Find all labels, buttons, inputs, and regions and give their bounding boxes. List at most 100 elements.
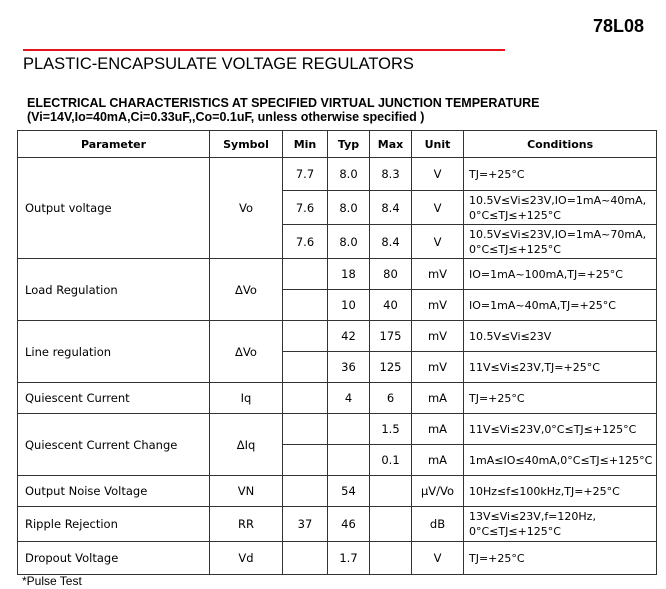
min-cell: 7.6 — [282, 224, 328, 259]
conditions-cell: TJ=+25°C — [462, 157, 658, 191]
max-cell: 125 — [369, 351, 412, 383]
column-header: Max — [369, 130, 412, 158]
max-cell: 6 — [369, 382, 412, 414]
max-cell — [369, 541, 412, 575]
unit-cell: mV — [411, 320, 464, 352]
parameter-cell: Dropout Voltage — [17, 541, 210, 575]
header-divider — [23, 49, 505, 51]
conditions-cell: TJ=+25°C — [462, 382, 658, 414]
typ-cell: 10 — [327, 289, 370, 321]
unit-cell: μV/Vo — [411, 475, 464, 507]
parameter-cell: Quiescent Current Change — [17, 413, 210, 476]
min-cell — [282, 289, 328, 321]
unit-cell: mA — [411, 444, 464, 476]
max-cell: 0.1 — [369, 444, 412, 476]
unit-cell: dB — [411, 506, 464, 542]
unit-cell: mV — [411, 289, 464, 321]
conditions-cell: 11V≤Vi≤23V,0°C≤TJ≤+125°C — [462, 413, 658, 445]
table-row: 36 125 mV 11V≤Vi≤23V,TJ=+25°C — [18, 351, 658, 383]
max-cell: 8.4 — [369, 190, 412, 225]
column-header: Unit — [411, 130, 464, 158]
table-row: 7.6 8.0 8.4 V 10.5V≤Vi≤23V,IO=1mA~70mA, 0°C≤… — [18, 224, 658, 259]
min-cell — [282, 413, 328, 445]
conditions-cell: TJ=+25°C — [462, 541, 658, 575]
min-cell: 7.7 — [282, 157, 328, 191]
table-row: 10 40 mV IO=1mA~40mA,TJ=+25°C — [18, 289, 658, 321]
conditions-cell: IO=1mA~40mA,TJ=+25°C — [462, 289, 658, 321]
column-header: Typ — [327, 130, 370, 158]
symbol-cell: RR — [209, 506, 283, 542]
typ-cell: 8.0 — [327, 190, 370, 225]
conditions-cell: 10.5V≤Vi≤23V,IO=1mA~40mA, 0°C≤TJ≤+125°C — [462, 190, 658, 225]
max-cell — [369, 475, 412, 507]
unit-cell: V — [411, 224, 464, 259]
max-cell: 8.3 — [369, 157, 412, 191]
table-row: Load Regulation ΔVo 18 80 mV IO=1mA~100mA,TJ=… — [17, 258, 658, 321]
symbol-cell: ΔVo — [209, 258, 283, 321]
table-row: Quiescent Current Change ΔIq 1.5 mA 11V≤Vi≤2… — [17, 413, 658, 476]
column-header: Min — [282, 130, 328, 158]
unit-cell: mA — [411, 413, 464, 445]
parameter-cell: Quiescent Current — [17, 382, 210, 414]
parameter-cell: Line regulation — [17, 320, 210, 383]
max-cell: 40 — [369, 289, 412, 321]
section-subheading: (Vi=14V,Io=40mA,Ci=0.33uF,,Co=0.1uF, unl… — [27, 110, 425, 124]
typ-cell: 8.0 — [327, 157, 370, 191]
unit-cell: V — [411, 541, 464, 575]
parameter-cell: Output Noise Voltage — [17, 475, 210, 507]
typ-cell: 18 — [327, 258, 370, 290]
typ-cell: 4 — [327, 382, 370, 414]
conditions-cell: 11V≤Vi≤23V,TJ=+25°C — [462, 351, 658, 383]
parameter-cell: Ripple Rejection — [17, 506, 210, 542]
parameter-cell: Output voltage — [17, 157, 210, 259]
min-cell — [282, 475, 328, 507]
part-number: 78L08 — [592, 16, 644, 36]
typ-cell: 8.0 — [327, 224, 370, 259]
min-cell — [282, 320, 328, 352]
table-row: Quiescent Current Iq 4 6 mA TJ=+25°C — [17, 382, 658, 414]
typ-cell: 54 — [327, 475, 370, 507]
unit-cell: mV — [411, 351, 464, 383]
symbol-cell: ΔIq — [209, 413, 283, 476]
typ-cell: 46 — [327, 506, 370, 542]
conditions-cell: 13V≤Vi≤23V,f=120Hz, 0°C≤TJ≤+125°C — [462, 506, 658, 542]
footnote: *Pulse Test — [22, 574, 82, 588]
unit-cell: V — [411, 190, 464, 225]
symbol-cell: VN — [209, 475, 283, 507]
min-cell: 37 — [282, 506, 328, 542]
table-row: Line regulation ΔVo 42 175 mV 10.5V≤Vi≤23V — [17, 320, 658, 383]
min-cell: 7.6 — [282, 190, 328, 225]
table-row: Output voltage Vo 7.7 8.0 8.3 V TJ=+25°C — [17, 157, 658, 259]
max-cell: 1.5 — [369, 413, 412, 445]
min-cell — [282, 258, 328, 290]
typ-cell — [327, 413, 370, 445]
unit-cell: mV — [411, 258, 464, 290]
symbol-cell: ΔVo — [209, 320, 283, 383]
max-cell: 80 — [369, 258, 412, 290]
parameter-cell: Load Regulation — [17, 258, 210, 321]
typ-cell: 42 — [327, 320, 370, 352]
symbol-cell: Vo — [209, 157, 283, 259]
table-row: Output Noise Voltage VN 54 μV/Vo 10Hz≤f≤100k… — [17, 475, 658, 507]
conditions-cell: 1mA≤IO≤40mA,0°C≤TJ≤+125°C — [462, 444, 658, 476]
characteristics-table: Parameter Symbol Min Typ Max Unit Conditions O… — [17, 130, 658, 575]
symbol-cell: Iq — [209, 382, 283, 414]
column-header: Symbol — [209, 130, 283, 158]
unit-cell: mA — [411, 382, 464, 414]
min-cell — [282, 382, 328, 414]
section-heading: ELECTRICAL CHARACTERISTICS AT SPECIFIED … — [27, 96, 540, 110]
conditions-cell: 10.5V≤Vi≤23V,IO=1mA~70mA, 0°C≤TJ≤+125°C — [462, 224, 658, 259]
symbol-cell: Vd — [209, 541, 283, 575]
column-header: Conditions — [462, 130, 658, 158]
min-cell — [282, 444, 328, 476]
conditions-cell: 10.5V≤Vi≤23V — [462, 320, 658, 352]
typ-cell — [327, 444, 370, 476]
conditions-cell: IO=1mA~100mA,TJ=+25°C — [462, 258, 658, 290]
table-row: Dropout Voltage Vd 1.7 V TJ=+25°C — [17, 541, 658, 575]
typ-cell: 36 — [327, 351, 370, 383]
max-cell: 175 — [369, 320, 412, 352]
table-row: 7.6 8.0 8.4 V 10.5V≤Vi≤23V,IO=1mA~40mA, 0°C≤… — [18, 190, 658, 225]
min-cell — [282, 541, 328, 575]
page-title: PLASTIC-ENCAPSULATE VOLTAGE REGULATORS — [23, 55, 414, 73]
table-row: 0.1 mA 1mA≤IO≤40mA,0°C≤TJ≤+125°C — [18, 444, 658, 476]
